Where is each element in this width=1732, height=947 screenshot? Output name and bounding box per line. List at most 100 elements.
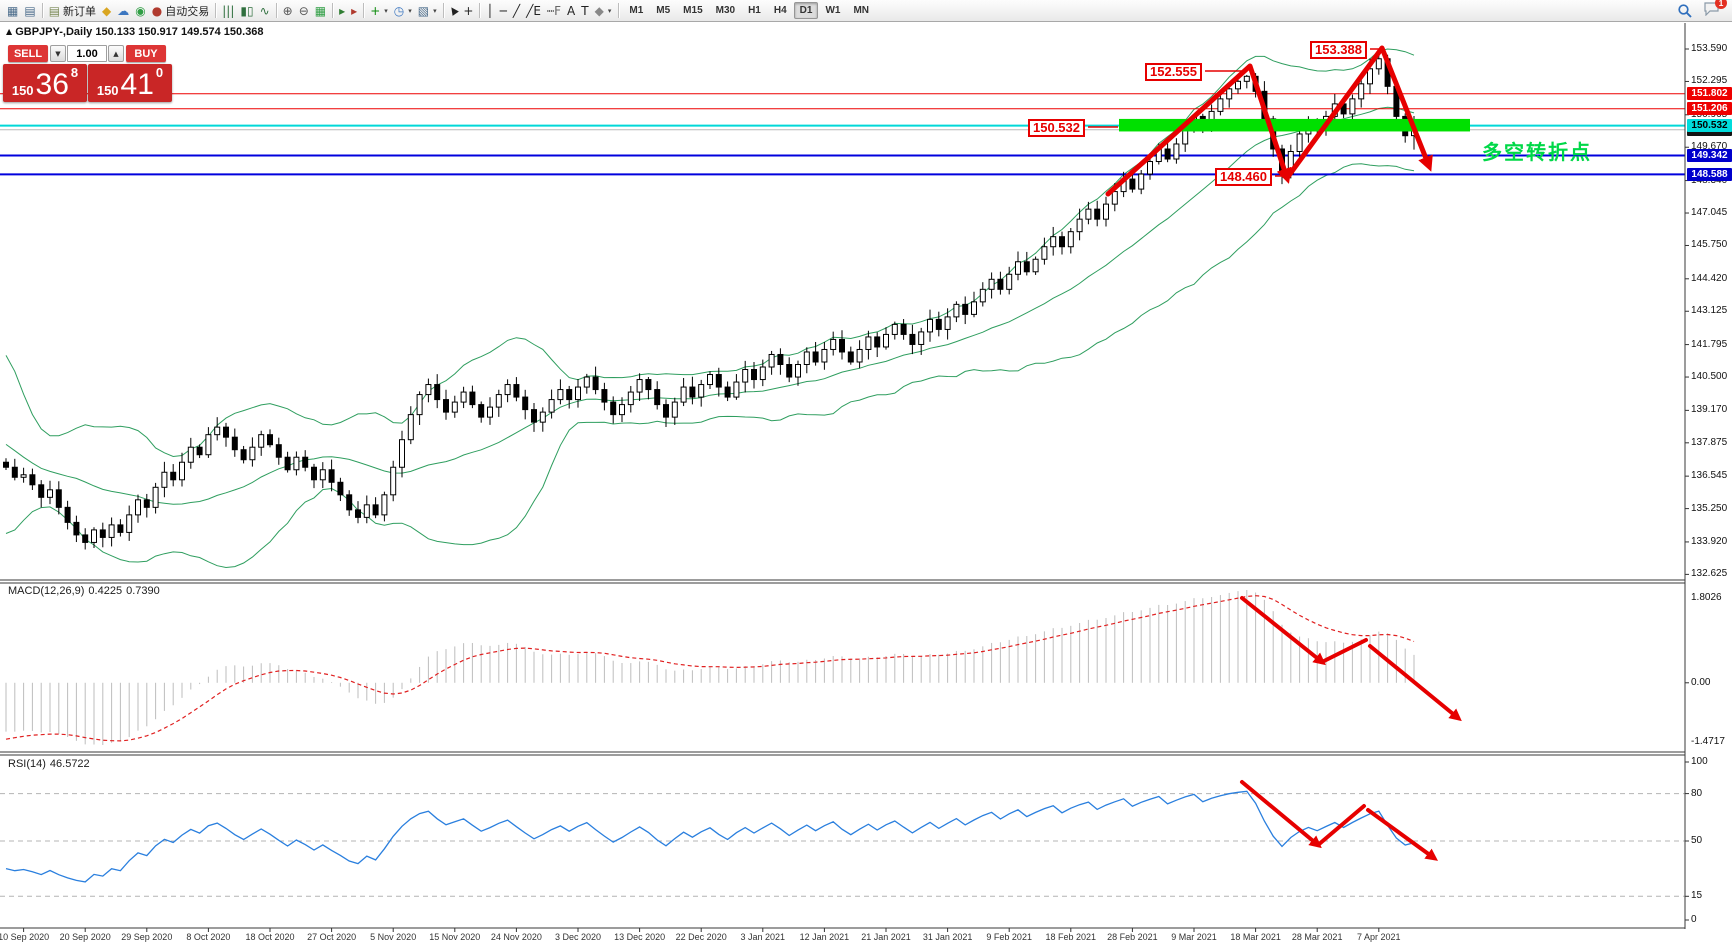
price-axis-tick: 147.045 xyxy=(1691,207,1728,219)
text-icon: A xyxy=(567,3,576,18)
date-axis-tick: 5 Nov 2020 xyxy=(370,932,417,942)
toolbar-separator xyxy=(275,3,277,18)
toolbar-crosshair-button[interactable]: + xyxy=(460,1,476,21)
toolbar-line-chart-button[interactable]: ∿ xyxy=(257,1,273,21)
template-icon: ▧ xyxy=(417,3,430,18)
toolbar-period-chart-button[interactable]: ▸ xyxy=(336,1,348,21)
vline-icon: │ xyxy=(486,3,494,18)
timeframe-m30-button[interactable]: M30 xyxy=(715,5,736,16)
rsi-name: RSI(14) xyxy=(8,758,46,770)
sell-button[interactable]: SELL xyxy=(8,45,48,62)
rsi-value: 46.5722 xyxy=(49,758,90,770)
chart-title: ▲ GBPJPY-,Daily 150.133 150.917 149.574 … xyxy=(6,26,264,38)
rsi-label: RSI(14) 46.5722 xyxy=(8,758,94,770)
date-axis-tick: 27 Oct 2020 xyxy=(307,932,357,942)
market-cloud-icon: ☁ xyxy=(117,3,130,18)
timeframe-switcher: M1 M5 M15 M30 H1 H4 D1 W1 MN xyxy=(623,2,875,19)
toolbar-channel-button[interactable]: ╱E xyxy=(523,1,544,21)
toolbar-shapes-button[interactable]: ◆ ▾ xyxy=(592,1,615,21)
sell-price-panel[interactable]: 150 36 8 xyxy=(3,64,87,102)
timeframe-m1-button[interactable]: M1 xyxy=(629,5,644,16)
candles-layer xyxy=(3,50,1417,550)
toolbar-separator xyxy=(363,3,365,18)
toolbar-new-order-doc-button[interactable]: ▤ 新订单 xyxy=(46,1,99,21)
timeframe-m15-button[interactable]: M15 xyxy=(683,5,703,16)
toolbar-text-button[interactable]: A xyxy=(564,1,578,21)
volume-input[interactable] xyxy=(67,45,107,62)
cursor-icon: ▲ xyxy=(446,3,460,17)
rsi-axis-tick: 15 xyxy=(1691,890,1703,902)
toolbar-separator xyxy=(479,3,481,18)
toolbar-period-chart-star-button[interactable]: ▸ xyxy=(348,1,360,21)
toolbar-tile-windows-button[interactable]: ▦ xyxy=(312,1,329,21)
toolbar-market-cloud-button[interactable]: ☁ xyxy=(114,1,132,21)
toolbar-zoom-out-button[interactable]: ⊖ xyxy=(296,1,312,21)
symbol-ohlc: 150.133 150.917 149.574 150.368 xyxy=(95,26,264,38)
rsi-axis-tick: 100 xyxy=(1691,756,1708,767)
toolbar-autotrade-button[interactable]: ● 自动交易 xyxy=(149,1,212,21)
price-axis-tick: 153.590 xyxy=(1691,43,1728,54)
toolbar-fibonacci-button[interactable]: ┉F xyxy=(544,1,564,21)
toolbar-hline-button[interactable]: ─ xyxy=(497,1,510,21)
toolbar-cursor-button[interactable]: ▲ xyxy=(447,1,461,21)
timeframe-m5-button[interactable]: M5 xyxy=(656,5,671,16)
bars-chart-icon: ||| xyxy=(222,3,235,18)
notification-badge: 1 xyxy=(1715,0,1727,9)
timeframe-w1-button[interactable]: W1 xyxy=(825,5,841,16)
toolbar-vline-button[interactable]: │ xyxy=(483,1,496,21)
toolbar-template-button[interactable]: ▧ ▾ xyxy=(415,1,440,21)
price-axis-tick: 141.795 xyxy=(1691,338,1728,350)
timeframe-mn-button[interactable]: MN xyxy=(853,5,870,16)
price-axis-tick: 132.625 xyxy=(1691,568,1728,580)
buy-price-prefix: 150 xyxy=(96,83,119,98)
search-icon[interactable] xyxy=(1677,3,1693,19)
toolbar-chart-preview-button[interactable]: ▤ xyxy=(21,1,38,21)
buy-price-panel[interactable]: 150 41 0 xyxy=(88,64,172,102)
toolbar-separator xyxy=(618,3,620,18)
chart-price-label[interactable]: 150.532 xyxy=(1028,119,1085,137)
buy-price-big: 41 xyxy=(120,68,154,101)
toolbar-add-indicator-button[interactable]: + ▾ xyxy=(367,1,391,21)
chat-icon[interactable]: 1 xyxy=(1703,0,1727,21)
add-indicator-icon: + xyxy=(370,3,381,18)
price-axis-badge: 151.802 xyxy=(1687,87,1732,101)
chart-price-label[interactable]: 153.388 xyxy=(1310,41,1367,59)
chart-price-label[interactable]: 152.555 xyxy=(1145,63,1202,81)
dropdown-caret-icon[interactable]: ▾ xyxy=(607,6,612,15)
buy-button[interactable]: BUY xyxy=(126,45,166,62)
date-axis-tick: 15 Nov 2020 xyxy=(429,932,481,942)
sell-price-prefix: 150 xyxy=(11,83,34,98)
dropdown-caret-icon[interactable]: ▾ xyxy=(408,6,412,15)
volume-increase-button[interactable]: ▲ xyxy=(108,45,124,62)
toolbar-gold-bar-button[interactable]: ◆ xyxy=(99,1,114,21)
panel-frame xyxy=(0,23,1689,932)
timeframe-h4-button[interactable]: H4 xyxy=(773,5,787,16)
autotrade-icon: ● xyxy=(151,3,163,18)
toolbar-right-icons: 1 xyxy=(1677,0,1728,21)
price-axis-badge: 151.206 xyxy=(1687,102,1732,116)
price-axis-badge: 148.588 xyxy=(1687,167,1732,181)
collapse-triangle-icon[interactable]: ▲ xyxy=(6,27,13,36)
zoom-out-icon: ⊖ xyxy=(298,3,309,18)
toolbar-bars-chart-button[interactable]: ||| xyxy=(219,1,237,21)
toolbar-trendline-button[interactable]: ╱ xyxy=(510,1,523,21)
volume-decrease-button[interactable]: ▼ xyxy=(50,45,66,62)
toolbar-text-label-button[interactable]: T xyxy=(578,1,591,21)
new-order-doc-icon: ▤ xyxy=(48,3,61,18)
timeframe-h1-button[interactable]: H1 xyxy=(748,5,761,16)
toolbar-candles-chart-button[interactable]: ▮▯ xyxy=(237,1,256,21)
toolbar-chart-window-button[interactable]: ▦ xyxy=(4,1,21,21)
toolbar-clock-button[interactable]: ◷ ▾ xyxy=(391,1,415,21)
price-axis-tick: 145.750 xyxy=(1691,239,1728,251)
sell-price-big: 36 xyxy=(35,68,69,101)
price-axis-tick: 139.170 xyxy=(1691,404,1728,416)
chart-price-label[interactable]: 148.460 xyxy=(1215,168,1272,186)
dropdown-caret-icon[interactable]: ▾ xyxy=(384,6,388,15)
top-toolbar: ▦ ▤ ▤ 新订单 ◆ ☁ ◉ ● 自动交易 ||| ▮▯ ∿ ⊕ ⊖ ▦ ▸ ▸ + ▾ ◷ ▾ ▧ ▾ ▲ + │ ─ ╱ ╱E ┉F… xyxy=(0,0,1732,22)
timeframe-d1-button[interactable]: D1 xyxy=(793,2,819,19)
toolbar-zoom-in-button[interactable]: ⊕ xyxy=(280,1,296,21)
toolbar-signal-button[interactable]: ◉ xyxy=(132,1,148,21)
macd-signal-value: 0.7390 xyxy=(126,585,160,597)
dropdown-caret-icon[interactable]: ▾ xyxy=(433,6,437,15)
